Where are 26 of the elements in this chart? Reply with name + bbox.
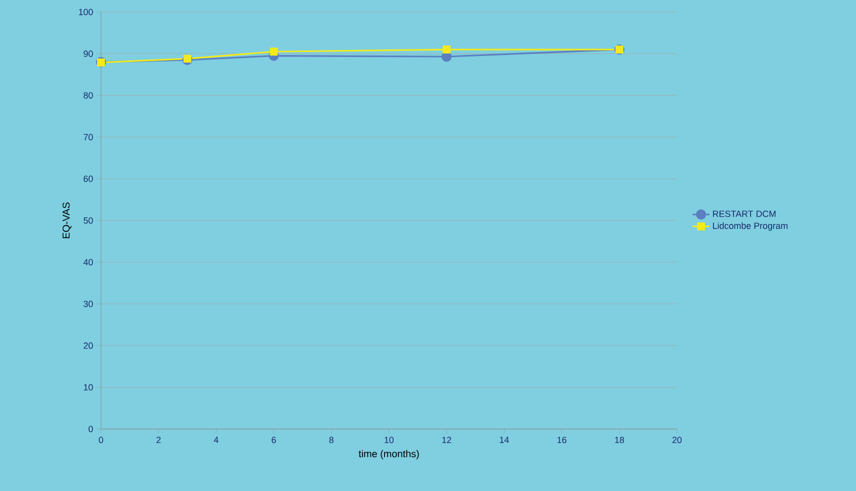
x-tick-label: 20 [672, 436, 682, 444]
y-tick-label: 10 [84, 384, 93, 390]
x-axis-title: time (months) [358, 450, 419, 460]
x-tick-label: 6 [272, 436, 276, 444]
x-tick-label: 18 [615, 436, 624, 444]
y-tick-label: 100 [78, 8, 93, 16]
x-tick-label: 2 [156, 436, 161, 444]
x-tick-label: 14 [500, 436, 509, 443]
y-tick-label: 90 [84, 50, 93, 57]
x-tick-label: 4 [214, 436, 218, 443]
y-tick-label: 40 [83, 259, 93, 266]
y-axis-title: EQ-VAS [62, 202, 72, 238]
y-tick-label: 20 [84, 342, 93, 349]
x-tick-label: 16 [558, 436, 566, 444]
y-tick-label: 60 [84, 176, 93, 182]
x-tick-label: 8 [329, 436, 334, 444]
y-tick-label: 70 [84, 134, 93, 140]
x-tick-label: 12 [442, 436, 452, 444]
x-tick-label: 10 [384, 436, 394, 444]
x-tick-label: 0 [98, 436, 104, 444]
y-tick-label: 30 [84, 300, 93, 308]
legend-label: RESTART DCM [713, 210, 776, 217]
y-tick-label: 0 [88, 426, 93, 432]
legend-label: Lidcombe Program [713, 222, 788, 231]
y-tick-label: 50 [84, 217, 93, 224]
y-tick-label: 80 [84, 92, 93, 99]
